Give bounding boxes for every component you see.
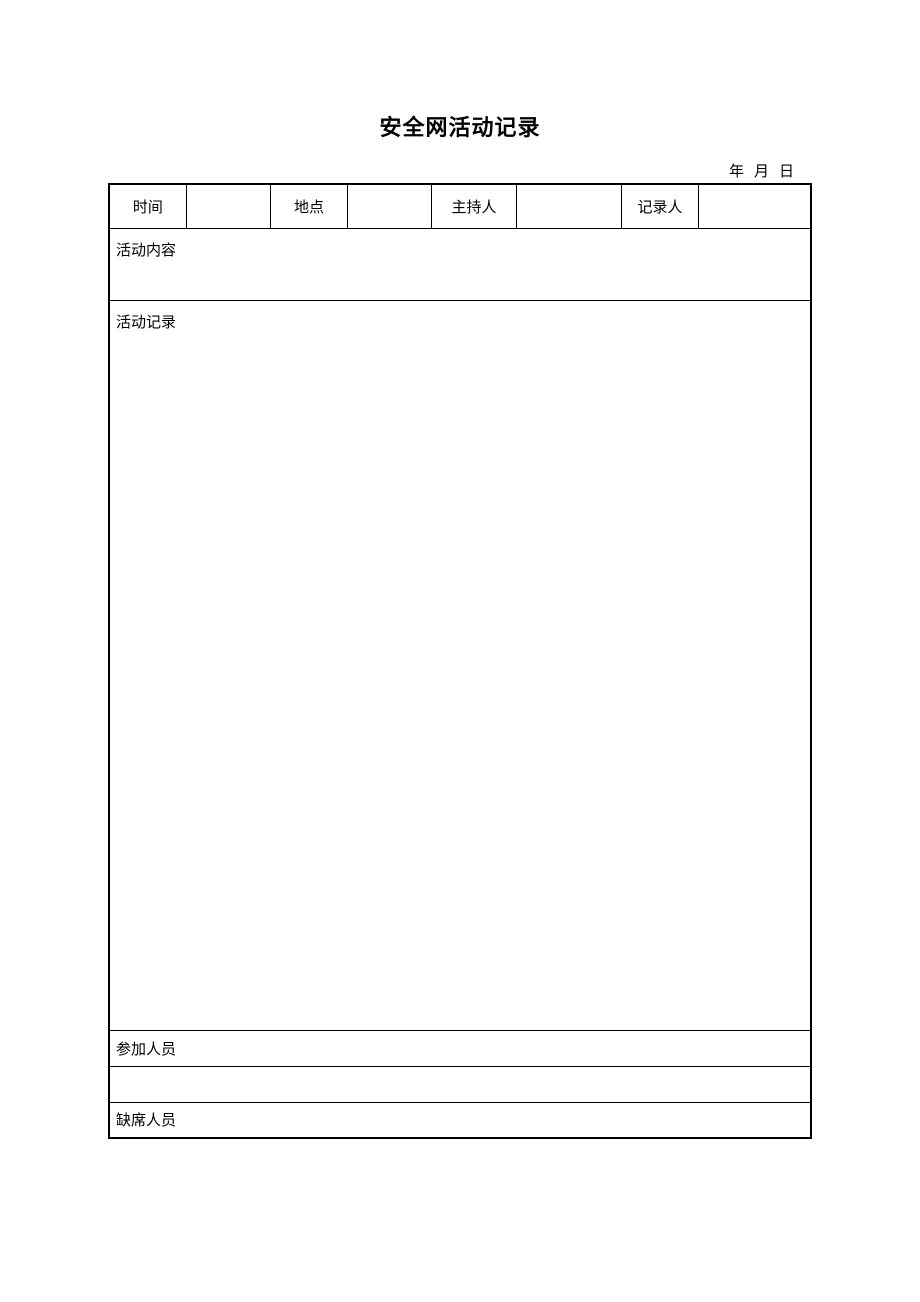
absent-label: 缺席人员 xyxy=(116,1113,176,1129)
host-value[interactable] xyxy=(516,184,621,228)
date-line: 年月日 xyxy=(108,160,812,181)
form-table: 时间 地点 主持人 记录人 活动内容 活动记录 参加人员 缺席人员 xyxy=(108,183,812,1139)
host-label: 主持人 xyxy=(432,184,516,228)
absent-cell[interactable]: 缺席人员 xyxy=(109,1102,811,1138)
absent-row: 缺席人员 xyxy=(109,1102,811,1138)
time-label: 时间 xyxy=(109,184,186,228)
record-label: 活动记录 xyxy=(116,315,176,331)
participants-row: 参加人员 xyxy=(109,1030,811,1066)
year-label: 年 xyxy=(729,164,754,180)
participants-label: 参加人员 xyxy=(116,1042,176,1058)
place-value[interactable] xyxy=(348,184,432,228)
page: 安全网活动记录 年月日 时间 地点 主持人 记录人 活动内容 活动记录 参加人员 xyxy=(0,0,920,1139)
place-label: 地点 xyxy=(270,184,347,228)
content-label: 活动内容 xyxy=(116,243,176,259)
content-cell[interactable]: 活动内容 xyxy=(109,228,811,300)
time-value[interactable] xyxy=(186,184,270,228)
record-cell[interactable]: 活动记录 xyxy=(109,300,811,1030)
record-row: 活动记录 xyxy=(109,300,811,1030)
month-label: 月 xyxy=(754,164,779,180)
day-label: 日 xyxy=(779,164,804,180)
page-title: 安全网活动记录 xyxy=(108,110,812,142)
header-row: 时间 地点 主持人 记录人 xyxy=(109,184,811,228)
content-row: 活动内容 xyxy=(109,228,811,300)
participants-cell[interactable]: 参加人员 xyxy=(109,1030,811,1066)
recorder-label: 记录人 xyxy=(621,184,698,228)
recorder-value[interactable] xyxy=(699,184,811,228)
blank-cell[interactable] xyxy=(109,1066,811,1102)
blank-row xyxy=(109,1066,811,1102)
